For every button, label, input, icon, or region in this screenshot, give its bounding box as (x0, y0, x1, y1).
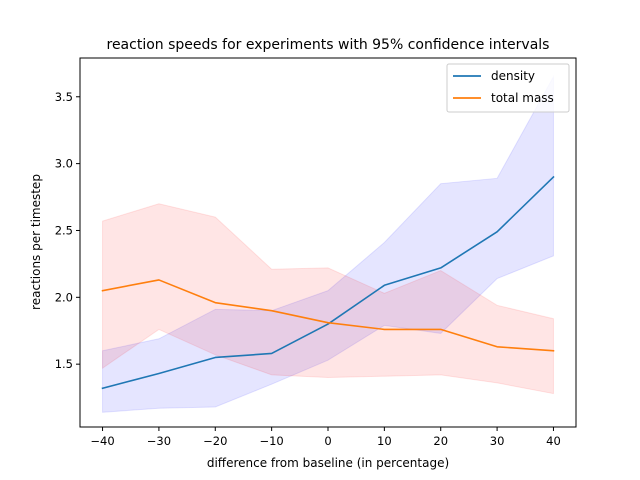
legend-label-density: density (491, 69, 535, 83)
x-tick-label: −40 (90, 434, 114, 448)
series-lines (101, 175, 555, 390)
y-axis-label: reactions per timestep (29, 174, 43, 310)
x-tick-label: −10 (259, 434, 283, 448)
legend: density total mass (446, 63, 570, 113)
x-tick-label: 40 (546, 434, 561, 448)
confidence-bands (102, 74, 554, 413)
y-tick-label: 3.0 (55, 157, 73, 171)
series-line-total-mass (101, 279, 555, 352)
chart-title: reaction speeds for experiments with 95%… (107, 37, 550, 53)
y-tick-label: 2.5 (55, 223, 73, 237)
confidence-band-total-mass (102, 203, 554, 395)
x-axis-label: difference from baseline (in percentage) (207, 456, 449, 470)
x-tick-label: −20 (203, 434, 227, 448)
legend-label-total-mass: total mass (491, 91, 554, 105)
x-tick-label: 0 (324, 434, 331, 448)
y-axis-ticks: 1.5 2.0 2.5 3.0 3.5 (55, 90, 80, 371)
x-tick-label: 20 (433, 434, 448, 448)
y-tick-label: 2.0 (55, 290, 73, 304)
x-tick-label: −30 (147, 434, 171, 448)
y-tick-label: 1.5 (55, 357, 73, 371)
x-tick-label: 10 (377, 434, 392, 448)
series-line-density (101, 175, 555, 390)
y-tick-label: 3.5 (55, 90, 73, 104)
x-axis-ticks: −40 −30 −20 −10 0 10 20 30 40 (90, 427, 561, 448)
x-tick-label: 30 (490, 434, 505, 448)
